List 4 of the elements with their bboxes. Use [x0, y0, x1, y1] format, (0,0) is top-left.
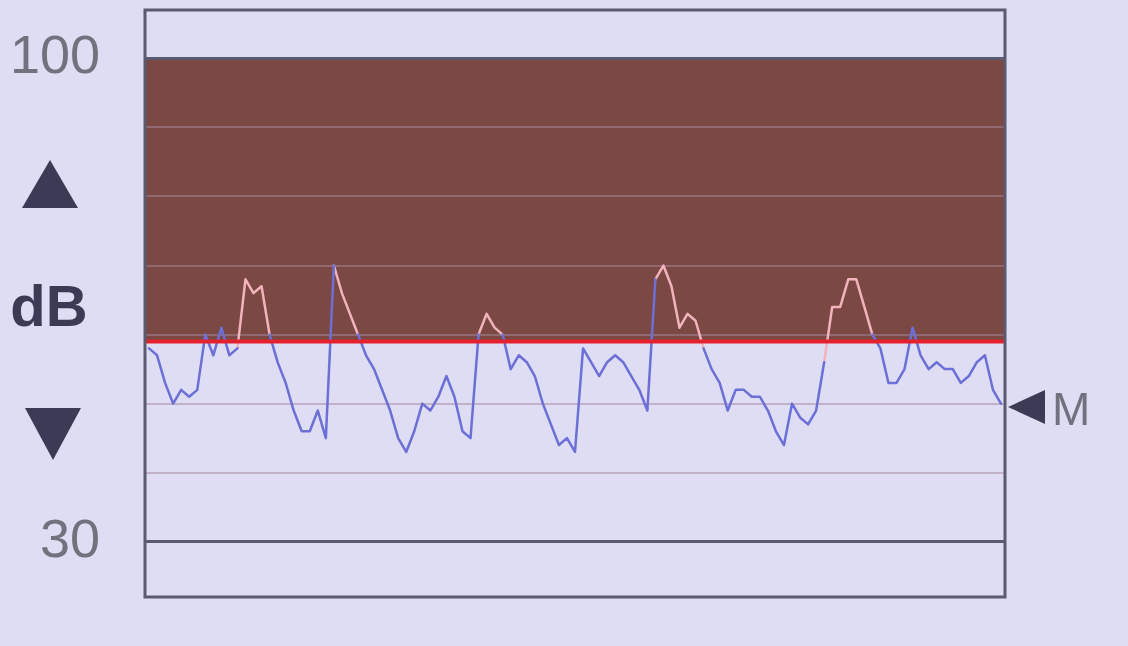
text: M	[1052, 383, 1091, 435]
y-tick-label: 30	[39, 507, 100, 568]
y-tick-label: 100	[9, 24, 100, 85]
y-axis-title: dB	[9, 273, 89, 338]
